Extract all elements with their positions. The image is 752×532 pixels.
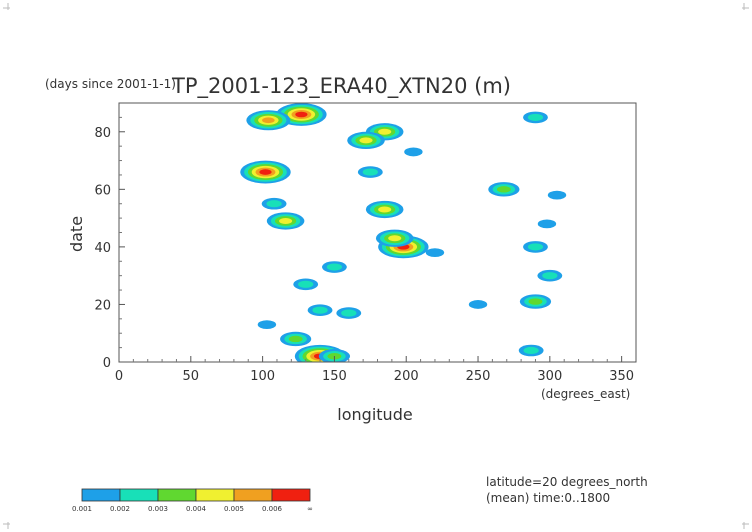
colorbar-label: 0.003 — [148, 505, 168, 513]
contour-level-1 — [537, 219, 557, 229]
heatmap-blob — [365, 200, 404, 219]
y-tick-label: 0 — [103, 356, 111, 371]
chart-title: TP_2001-123_ERA40_XTN20 (m) — [171, 74, 511, 99]
y-tick-label: 20 — [94, 298, 111, 313]
heatmap-field — [240, 103, 567, 362]
contour-level-6 — [295, 111, 308, 118]
contour-level-1 — [425, 248, 445, 258]
heatmap-blob — [375, 229, 414, 247]
colorbar-swatch — [233, 488, 273, 502]
contour-level-4 — [388, 235, 402, 242]
x-tick-label: 250 — [466, 369, 491, 384]
heatmap-blob — [425, 248, 445, 258]
contour-level-2 — [527, 243, 544, 251]
contour-level-3 — [496, 186, 511, 193]
heatmap-blob — [468, 300, 488, 309]
contour-level-4 — [279, 217, 293, 224]
colorbar-label: 0.002 — [110, 505, 130, 513]
heatmap-blob — [404, 147, 423, 157]
heatmap-blob — [518, 344, 544, 357]
contour-level-1 — [468, 300, 488, 309]
y-axis-title: date — [67, 216, 86, 252]
contour-level-2 — [298, 280, 314, 288]
heatmap-blob — [261, 197, 287, 210]
contour-level-2 — [527, 113, 544, 121]
heatmap-blob — [280, 331, 312, 347]
heatmap-blob — [246, 110, 291, 131]
y-tick-label: 40 — [94, 241, 111, 256]
contour-level-4 — [359, 137, 373, 144]
contour-level-4 — [378, 128, 392, 135]
heatmap-blob — [547, 190, 567, 200]
contour-level-1 — [257, 320, 277, 329]
colorbar-swatch — [81, 488, 121, 502]
time-annotation: (mean) time:0..1800 — [486, 491, 610, 505]
contour-level-6 — [259, 169, 272, 175]
colorbar-swatch — [157, 488, 197, 502]
heatmap-blob — [240, 160, 291, 184]
contour-level-2 — [542, 272, 558, 280]
colorbar-swatch — [119, 488, 159, 502]
contour-level-2 — [312, 306, 328, 314]
x-axis-title: longitude — [337, 405, 412, 424]
colorbar-label: 0.004 — [186, 505, 207, 513]
colorbar-label: 0.006 — [262, 505, 283, 513]
contour-level-2 — [326, 263, 343, 271]
y-unit-note: (days since 2001-1-1) — [45, 77, 176, 91]
heatmap-blob — [537, 269, 563, 282]
contour-level-1 — [404, 147, 423, 157]
heatmap-blob — [523, 241, 548, 253]
x-tick-label: 100 — [250, 369, 275, 384]
heatmap-blob — [266, 212, 305, 230]
contour-level-2 — [341, 309, 357, 317]
contour-level-2 — [266, 200, 282, 208]
x-tick-label: 150 — [322, 369, 347, 384]
x-tick-label: 350 — [609, 369, 634, 384]
x-tick-label: 300 — [537, 369, 562, 384]
heatmap-blob — [293, 278, 319, 291]
x-tick-label: 50 — [183, 369, 200, 384]
heatmap-blob — [357, 166, 383, 178]
colorbar-swatch — [195, 488, 235, 502]
x-unit-label: (degrees_east) — [541, 387, 630, 401]
x-axis-ticks: 0 50 100 150 200 250 300 350 — [115, 356, 634, 384]
colorbar-label: 0.001 — [72, 505, 92, 513]
y-axis-ticks: 0 20 40 60 80 — [94, 116, 125, 371]
colorbar-swatch — [271, 488, 311, 502]
heatmap-blob — [257, 320, 277, 329]
colorbar: 0.001 0.002 0.003 0.004 0.005 0.006 ∞ — [72, 488, 313, 513]
contour-level-2 — [523, 346, 539, 355]
heatmap-blob — [488, 182, 520, 197]
heatmap-blob — [523, 111, 548, 124]
contour-level-1 — [547, 190, 567, 200]
latitude-annotation: latitude=20 degrees_north — [486, 475, 648, 489]
contour-level-2 — [362, 168, 378, 176]
heatmap-blob — [519, 294, 552, 309]
contour-level-3 — [528, 298, 543, 305]
heatmap-blob — [347, 131, 385, 150]
heatmap-blob — [336, 307, 362, 319]
heatmap-blob — [322, 261, 347, 273]
colorbar-label: ∞ — [307, 505, 313, 513]
contour-level-5 — [262, 117, 275, 124]
y-tick-label: 60 — [94, 183, 111, 198]
contour-level-4 — [378, 206, 392, 213]
colorbar-label: 0.005 — [224, 505, 244, 513]
heatmap-blob — [537, 219, 557, 229]
y-tick-label: 80 — [94, 126, 111, 141]
corner-marks — [3, 3, 749, 529]
x-tick-label: 200 — [394, 369, 419, 384]
heatmap-blob — [307, 304, 333, 317]
x-tick-label: 0 — [115, 369, 123, 384]
contour-level-3 — [288, 335, 303, 343]
